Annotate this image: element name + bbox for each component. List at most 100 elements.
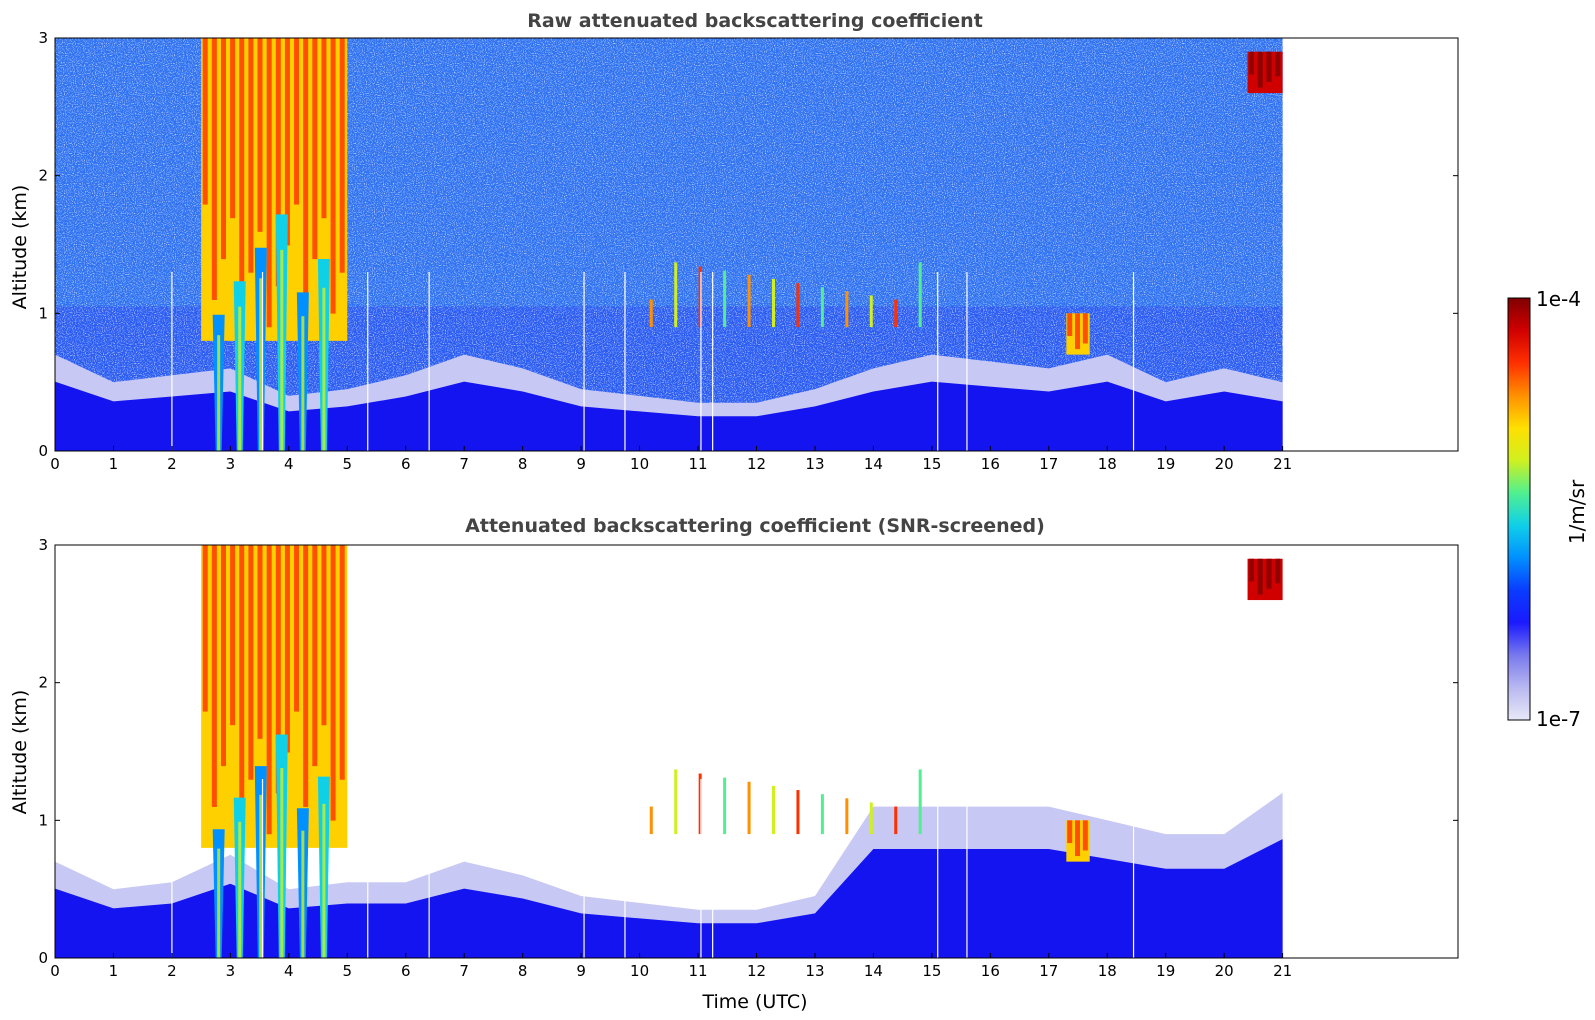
cloud-streak <box>312 38 318 260</box>
x-tick-label: 5 <box>343 455 353 473</box>
x-tick-label: 18 <box>1098 962 1117 980</box>
x-tick-label: 3 <box>226 962 236 980</box>
isolated-cloud-mark <box>820 794 824 835</box>
x-tick-label: 4 <box>284 962 294 980</box>
isolated-cloud-mark <box>674 262 678 328</box>
x-tick-label: 14 <box>864 455 883 473</box>
x-tick-label: 5 <box>343 962 353 980</box>
cloud-streak <box>220 545 226 767</box>
x-tick-label: 13 <box>805 962 824 980</box>
isolated-cloud-mark <box>796 790 800 835</box>
cloud-streak <box>1075 820 1081 857</box>
x-tick-label: 8 <box>518 962 528 980</box>
x-tick-label: 19 <box>1156 455 1175 473</box>
precip-core <box>301 316 305 451</box>
precip-core <box>322 803 326 958</box>
precip-core <box>259 278 263 451</box>
x-tick-label: 16 <box>981 962 1000 980</box>
x-tick-label: 20 <box>1215 455 1234 473</box>
cloud-streak <box>284 545 290 753</box>
cloud-streak <box>321 545 327 726</box>
isolated-cloud-mark <box>698 773 702 835</box>
x-tick-label: 11 <box>688 962 707 980</box>
isolated-cloud-mark <box>649 806 653 835</box>
x-axis-label: Time (UTC) <box>701 991 807 1013</box>
cloud-streak <box>339 545 345 780</box>
x-tick-label: 12 <box>747 962 766 980</box>
x-tick-label: 6 <box>401 455 411 473</box>
colorbar-gradient <box>1507 297 1531 721</box>
cloud-streak <box>248 545 254 780</box>
cloud-streak <box>321 38 327 219</box>
cloud-streak <box>266 38 272 328</box>
isolated-cloud-mark <box>772 785 776 835</box>
precip-core <box>280 768 284 958</box>
x-tick-label: 10 <box>630 455 649 473</box>
isolated-cloud-mark <box>918 262 922 328</box>
cloud-streak <box>1266 51 1272 82</box>
precip-core <box>280 249 284 451</box>
cloud-streak <box>303 545 309 807</box>
heatmap-field <box>55 38 1283 451</box>
x-tick-label: 14 <box>864 962 883 980</box>
cloud-streak <box>1266 558 1272 589</box>
colorbar: 1e-4 1e-7 1/m/sr <box>1507 287 1589 731</box>
cloud-streak <box>1067 313 1073 337</box>
cloud-streak <box>303 38 309 300</box>
heatmap-field <box>55 545 1283 958</box>
cloud-streak <box>248 38 254 273</box>
x-tick-label: 20 <box>1215 962 1234 980</box>
x-tick-label: 21 <box>1273 455 1292 473</box>
precip-core <box>217 335 221 451</box>
cloud-streak <box>330 38 336 314</box>
x-tick-label: 4 <box>284 455 294 473</box>
cloud-streak <box>1082 820 1088 851</box>
x-tick-label: 12 <box>747 455 766 473</box>
cloud-streak <box>275 545 281 794</box>
precip-core <box>301 830 305 958</box>
cloud-streak <box>1075 313 1081 350</box>
x-tick-label: 9 <box>576 962 586 980</box>
isolated-cloud-mark <box>723 777 727 835</box>
cloud-streak <box>1082 313 1088 344</box>
y-tick-label: 3 <box>38 536 48 554</box>
x-tick-label: 19 <box>1156 962 1175 980</box>
x-tick-label: 2 <box>167 455 177 473</box>
y-tick-label: 2 <box>38 674 48 692</box>
x-tick-label: 7 <box>459 455 469 473</box>
cloud-streak <box>275 38 281 287</box>
cloud-streak <box>1275 558 1281 584</box>
x-tick-label: 15 <box>922 455 941 473</box>
snr-screened-backscatter-panel: Attenuated backscattering coefficient (S… <box>9 515 1459 1013</box>
isolated-cloud-mark <box>747 274 751 328</box>
cloud-streak <box>220 38 226 260</box>
isolated-cloud-mark <box>698 266 702 328</box>
isolated-cloud-mark <box>869 295 873 328</box>
boundary-layer <box>55 839 1283 958</box>
cloud-streak <box>230 38 236 219</box>
panel-title: Attenuated backscattering coefficient (S… <box>465 515 1045 537</box>
x-tick-label: 21 <box>1273 962 1292 980</box>
cloud-streak <box>339 38 345 273</box>
raw-backscatter-panel: Raw attenuated backscattering coefficien… <box>9 10 1459 473</box>
cloud-streak <box>330 545 336 821</box>
x-tick-label: 7 <box>459 962 469 980</box>
cloud-streak <box>257 38 263 232</box>
y-tick-label: 1 <box>38 811 48 829</box>
precip-core <box>259 794 263 958</box>
isolated-cloud-mark <box>845 291 849 328</box>
cloud-streak <box>1257 51 1263 88</box>
x-tick-label: 17 <box>1039 962 1058 980</box>
cloud-streak <box>230 545 236 726</box>
isolated-cloud-mark <box>894 299 898 328</box>
x-tick-label: 1 <box>109 455 119 473</box>
isolated-cloud-mark <box>869 802 873 835</box>
panel-title: Raw attenuated backscattering coefficien… <box>527 10 983 32</box>
x-tick-label: 0 <box>50 962 60 980</box>
isolated-cloud-mark <box>894 806 898 835</box>
isolated-cloud-mark <box>674 769 678 835</box>
x-tick-label: 11 <box>688 455 707 473</box>
